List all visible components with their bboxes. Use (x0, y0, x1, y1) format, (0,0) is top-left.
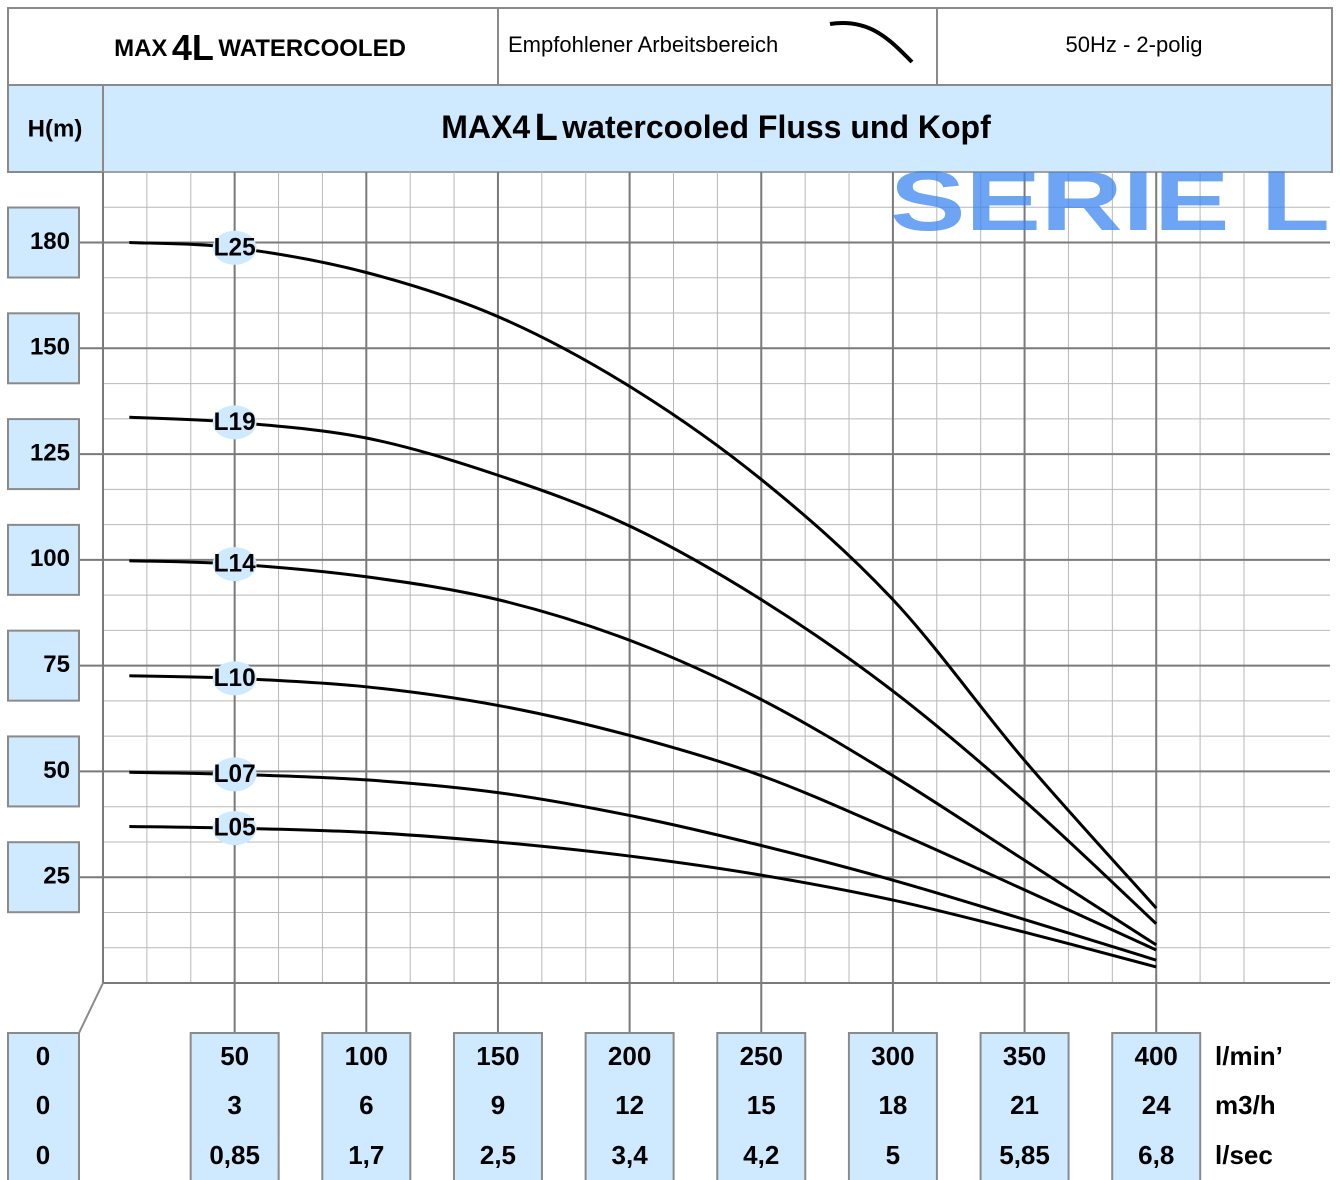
x-tick-box (1111, 1032, 1202, 1180)
secondary-tick-label: 2,5 (480, 1140, 516, 1170)
curve (129, 770, 1157, 962)
secondary-tick-label: 15 (747, 1090, 776, 1120)
y-tick-label: 125 (30, 439, 70, 466)
curve-label: L05 (214, 814, 256, 842)
x-tick-box (189, 1032, 280, 1180)
curve (129, 415, 1158, 925)
x-tick-box (584, 1032, 675, 1180)
curve-label: L14 (214, 550, 256, 578)
y-label-cell (7, 84, 104, 173)
curve (129, 241, 1158, 910)
curve-label: L10 (214, 664, 256, 692)
secondary-tick-label: 24 (1142, 1090, 1171, 1120)
x-tick-label: 250 (740, 1041, 783, 1071)
curve-label: L25 (214, 233, 256, 261)
x-tick-label: 50 (220, 1041, 249, 1071)
watermark: SERIE L (890, 154, 1330, 248)
curve-label: L19 (214, 408, 256, 436)
secondary-tick-label: 18 (878, 1090, 907, 1120)
secondary-tick-label: 5 (886, 1140, 900, 1170)
x-tick-box (979, 1032, 1070, 1180)
x-tick-label: 100 (345, 1041, 388, 1071)
secondary-tick-label: 6,8 (1138, 1140, 1174, 1170)
secondary-tick-label: 3 (227, 1090, 241, 1120)
title-part: WATERCOOLED (218, 35, 406, 62)
secondary-tick-label: 5,85 (999, 1140, 1050, 1170)
curve-label-bg (212, 757, 257, 792)
x-tick-box (321, 1032, 412, 1180)
curve-label: L07 (214, 760, 256, 788)
y-tick-label: 75 (43, 651, 70, 678)
x-tick-label: 400 (1135, 1041, 1178, 1071)
curve (129, 824, 1157, 969)
x-tick-label: 150 (476, 1041, 519, 1071)
x-tick-label: 300 (871, 1041, 914, 1071)
curve-label-bg (212, 811, 257, 846)
y-tick-box (7, 629, 80, 702)
x-unit-label: l/min’ (1215, 1041, 1283, 1071)
secondary-tick-label: 21 (1010, 1090, 1039, 1120)
x-tick-label: 0 (36, 1041, 50, 1071)
secondary-tick-label: 4,2 (743, 1140, 779, 1170)
secondary-tick-label: 9 (491, 1090, 505, 1120)
secondary-tick-label: 0 (36, 1140, 50, 1170)
grid (79, 171, 1330, 1033)
secondary-tick-label: 3,4 (612, 1140, 649, 1170)
curve (129, 674, 1157, 952)
y-tick-box (7, 735, 80, 808)
x-tick-label: 350 (1003, 1041, 1046, 1071)
plot: L25 L19 L14 L10 L07 L05 (129, 230, 1158, 969)
curve-label-bg (212, 661, 257, 696)
legend-text: Empfohlener Arbeitsbereich (508, 32, 778, 57)
secondary-tick-label: 12 (615, 1090, 644, 1120)
x-unit-label: m3/h (1215, 1090, 1276, 1120)
y-tick-label: 50 (43, 757, 70, 784)
y-tick-box (7, 206, 80, 279)
y-tick-label: 100 (30, 545, 70, 572)
y-tick-box (7, 418, 80, 491)
curve-label-bg (212, 547, 257, 582)
x-tick-box (7, 1032, 80, 1180)
header-frame (7, 7, 1333, 86)
x-tick-box (716, 1032, 807, 1180)
curve-label-bg (212, 230, 257, 265)
y-tick-box (7, 312, 80, 385)
title-cell (102, 84, 1333, 173)
x-tick-label: 200 (608, 1041, 651, 1071)
y-tick-box (7, 841, 80, 914)
title-part: 4L (172, 27, 214, 68)
decor-line (78, 982, 104, 1034)
title-part: MAX4 (441, 109, 530, 145)
title-part: watercooled Fluss und Kopf (561, 109, 991, 145)
title-part: MAX (114, 35, 167, 62)
secondary-tick-label: 1,7 (348, 1140, 384, 1170)
secondary-tick-label: 6 (359, 1090, 373, 1120)
title-part: L (535, 107, 558, 149)
y-axis-label: H(m) (28, 115, 83, 142)
y-tick-box (7, 523, 80, 596)
secondary-tick-label: 0,85 (209, 1140, 260, 1170)
chart-title: MAX4 L watercooled Fluss und Kopf (441, 107, 991, 149)
curve (129, 559, 1158, 947)
y-tick-label: 25 (43, 863, 70, 890)
curve-label-bg (212, 405, 257, 440)
header-title: MAX 4L WATERCOOLED (114, 27, 406, 68)
x-tick-box (847, 1032, 938, 1180)
y-tick-label: 180 (30, 228, 70, 255)
legend-icon (829, 21, 914, 64)
frequency: 50Hz - 2-polig (1066, 32, 1203, 57)
y-tick-label: 150 (30, 334, 70, 361)
secondary-tick-label: 0 (36, 1090, 50, 1120)
x-unit-label: l/sec (1215, 1140, 1273, 1170)
x-tick-box (452, 1032, 543, 1180)
